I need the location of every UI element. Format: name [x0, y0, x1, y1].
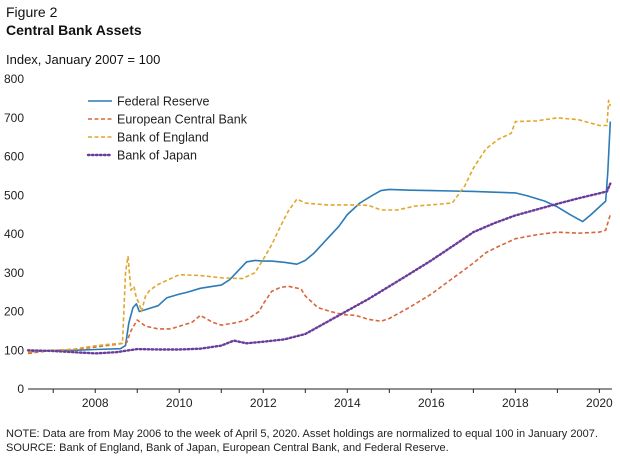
- x-tick-label: 2010: [166, 396, 193, 410]
- legend-label: Federal Reserve: [117, 95, 209, 109]
- y-tick-label: 800: [4, 72, 24, 86]
- y-tick-label: 600: [4, 150, 24, 164]
- x-tick-label: 2016: [418, 396, 445, 410]
- figure-label: Figure 2: [6, 4, 58, 20]
- series-line-1: [27, 214, 612, 355]
- legend-label: Bank of England: [117, 131, 209, 145]
- y-tick-label: 500: [4, 188, 24, 202]
- chart-source: SOURCE: Bank of England, Bank of Japan, …: [6, 442, 449, 454]
- y-tick-label: 100: [4, 343, 24, 357]
- chart-title: Central Bank Assets: [6, 22, 142, 38]
- series-line-2: [27, 99, 612, 353]
- y-tick-label: 300: [4, 266, 24, 280]
- x-tick-label: 2012: [250, 396, 277, 410]
- y-tick-label: 0: [17, 382, 24, 396]
- chart-note: NOTE: Data are from May 2006 to the week…: [6, 428, 598, 440]
- x-tick-label: 2008: [82, 396, 109, 410]
- x-tick-label: 2018: [502, 396, 529, 410]
- series-line-0: [27, 121, 612, 353]
- chart-subtitle: Index, January 2007 = 100: [6, 52, 161, 67]
- y-tick-label: 700: [4, 111, 24, 125]
- series-line-3: [26, 182, 612, 355]
- legend-label: European Central Bank: [117, 113, 248, 127]
- legend-label: Bank of Japan: [117, 149, 197, 163]
- y-tick-label: 200: [4, 305, 24, 319]
- y-tick-label: 400: [4, 227, 24, 241]
- x-tick-label: 2014: [334, 396, 361, 410]
- x-tick-label: 2020: [586, 396, 613, 410]
